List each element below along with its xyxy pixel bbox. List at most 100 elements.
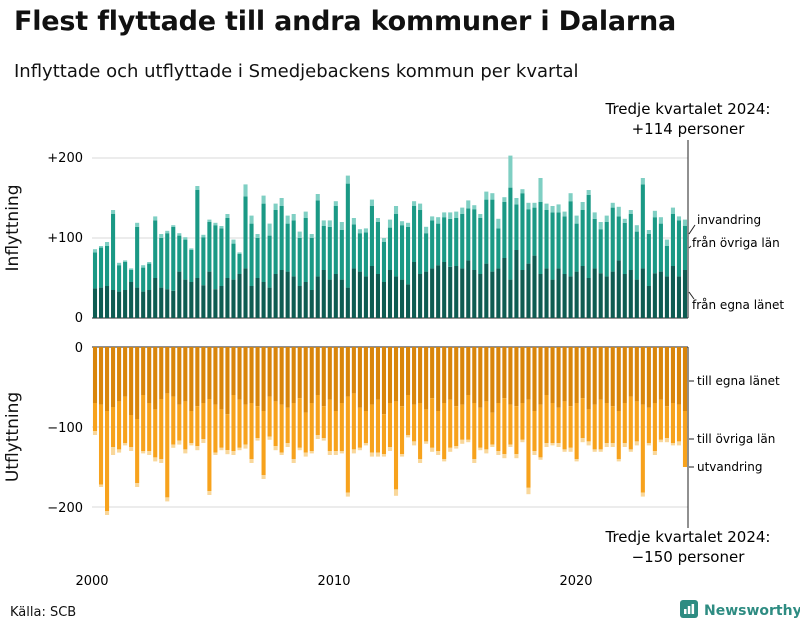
out-bar-egna — [92, 347, 98, 403]
in-bar-egna — [123, 290, 128, 318]
in-bar-utland — [664, 239, 669, 246]
out-bar-ovriga — [303, 412, 308, 453]
in-bar-utland — [412, 201, 417, 206]
out-bar-utland — [514, 454, 519, 459]
out-bar-ovriga — [273, 401, 278, 447]
in-bar-ovriga — [135, 226, 140, 288]
out-bar-ovriga — [261, 411, 266, 475]
in-bar-ovriga — [153, 220, 158, 278]
legend-label-fran-egna-lanet: från egna länet — [692, 298, 784, 312]
in-bar-utland — [598, 222, 603, 230]
out-bar-ovriga — [177, 404, 182, 441]
legend-label-invandring: invandring — [697, 213, 761, 227]
out-bar-ovriga — [514, 406, 519, 455]
in-bar-utland — [622, 218, 627, 223]
in-bar-ovriga — [538, 202, 543, 274]
out-bar-egna — [231, 347, 236, 395]
out-bar-utland — [562, 449, 567, 452]
in-bar-utland — [502, 197, 507, 202]
in-bar-ovriga — [105, 246, 110, 286]
out-bar-ovriga — [111, 407, 116, 447]
out-bar-utland — [574, 459, 579, 462]
in-bar-utland — [436, 217, 441, 224]
out-bar-ovriga — [147, 403, 152, 451]
out-bar-utland — [406, 435, 411, 438]
chart-title: Flest flyttade till andra kommuner i Dal… — [14, 6, 677, 37]
in-bar-ovriga — [598, 229, 603, 274]
in-bar-utland — [105, 242, 110, 246]
out-bar-egna — [267, 347, 272, 397]
out-bar-ovriga — [628, 396, 633, 450]
out-bar-ovriga — [135, 419, 140, 483]
in-bar-ovriga — [580, 210, 585, 266]
out-bar-ovriga — [189, 411, 194, 443]
in-bar-egna — [538, 274, 543, 318]
out-bar-utland — [538, 457, 543, 460]
in-bar-ovriga — [357, 233, 362, 272]
out-bar-egna — [291, 347, 296, 403]
in-bar-ovriga — [363, 232, 368, 277]
out-bar-ovriga — [357, 407, 362, 448]
out-bar-utland — [393, 489, 399, 496]
in-bar-ovriga — [556, 212, 561, 269]
in-bar-ovriga — [147, 263, 152, 290]
out-bar-utland — [309, 451, 314, 454]
out-bar-ovriga — [117, 401, 122, 450]
in-bar-egna — [496, 268, 501, 318]
in-bar-utland — [454, 211, 459, 218]
in-bar-ovriga — [381, 242, 387, 282]
in-bar-utland — [237, 252, 242, 254]
out-bar-egna — [165, 347, 170, 394]
in-bar-utland — [147, 262, 152, 264]
out-bar-egna — [159, 347, 164, 399]
out-bar-ovriga — [442, 403, 447, 459]
out-bar-utland — [381, 454, 387, 457]
out-bar-ovriga — [430, 398, 435, 448]
in-bar-utland — [460, 207, 465, 214]
out-bar-egna — [616, 347, 621, 411]
in-bar-ovriga — [442, 217, 447, 262]
in-bar-ovriga — [351, 224, 356, 269]
out-bar-egna — [520, 347, 525, 403]
out-bar-egna — [327, 347, 332, 400]
in-bar-ovriga — [399, 225, 405, 280]
in-bar-utland — [646, 230, 651, 234]
in-bar-egna — [225, 278, 230, 318]
out-bar-egna — [412, 347, 417, 405]
utflyttning-panel — [92, 346, 688, 515]
y-axis-label-inflyttning: Inflyttning — [3, 185, 23, 272]
in-bar-utland — [424, 226, 429, 234]
in-bar-utland — [261, 195, 266, 204]
in-bar-egna — [478, 274, 483, 318]
out-bar-utland — [616, 459, 621, 462]
out-bar-utland — [351, 449, 356, 454]
in-bar-utland — [225, 214, 230, 218]
out-bar-utland — [532, 451, 537, 455]
out-bar-ovriga — [399, 406, 405, 455]
out-bar-ovriga — [165, 393, 170, 498]
in-bar-ovriga — [201, 237, 206, 286]
out-bar-ovriga — [484, 401, 489, 450]
in-bar-utland — [183, 237, 188, 240]
in-bar-ovriga — [309, 238, 314, 290]
in-bar-utland — [363, 228, 368, 233]
out-bar-ovriga — [153, 409, 158, 458]
out-bar-egna — [664, 347, 669, 407]
out-bar-ovriga — [574, 403, 579, 459]
out-bar-egna — [393, 347, 399, 402]
in-bar-ovriga — [321, 226, 326, 270]
out-bar-ovriga — [502, 398, 507, 455]
in-bar-utland — [442, 212, 447, 218]
in-bar-egna — [267, 287, 272, 318]
in-bar-utland — [610, 202, 615, 208]
out-bar-ovriga — [424, 409, 429, 442]
out-bar-utland — [111, 447, 116, 455]
out-bar-utland — [460, 439, 465, 444]
in-bar-egna — [622, 274, 627, 318]
out-bar-egna — [646, 347, 651, 408]
in-bar-egna — [195, 278, 200, 318]
source-note: Källa: SCB — [10, 605, 77, 620]
in-bar-egna — [201, 285, 206, 318]
in-bar-utland — [652, 210, 657, 218]
out-bar-ovriga — [369, 404, 374, 453]
